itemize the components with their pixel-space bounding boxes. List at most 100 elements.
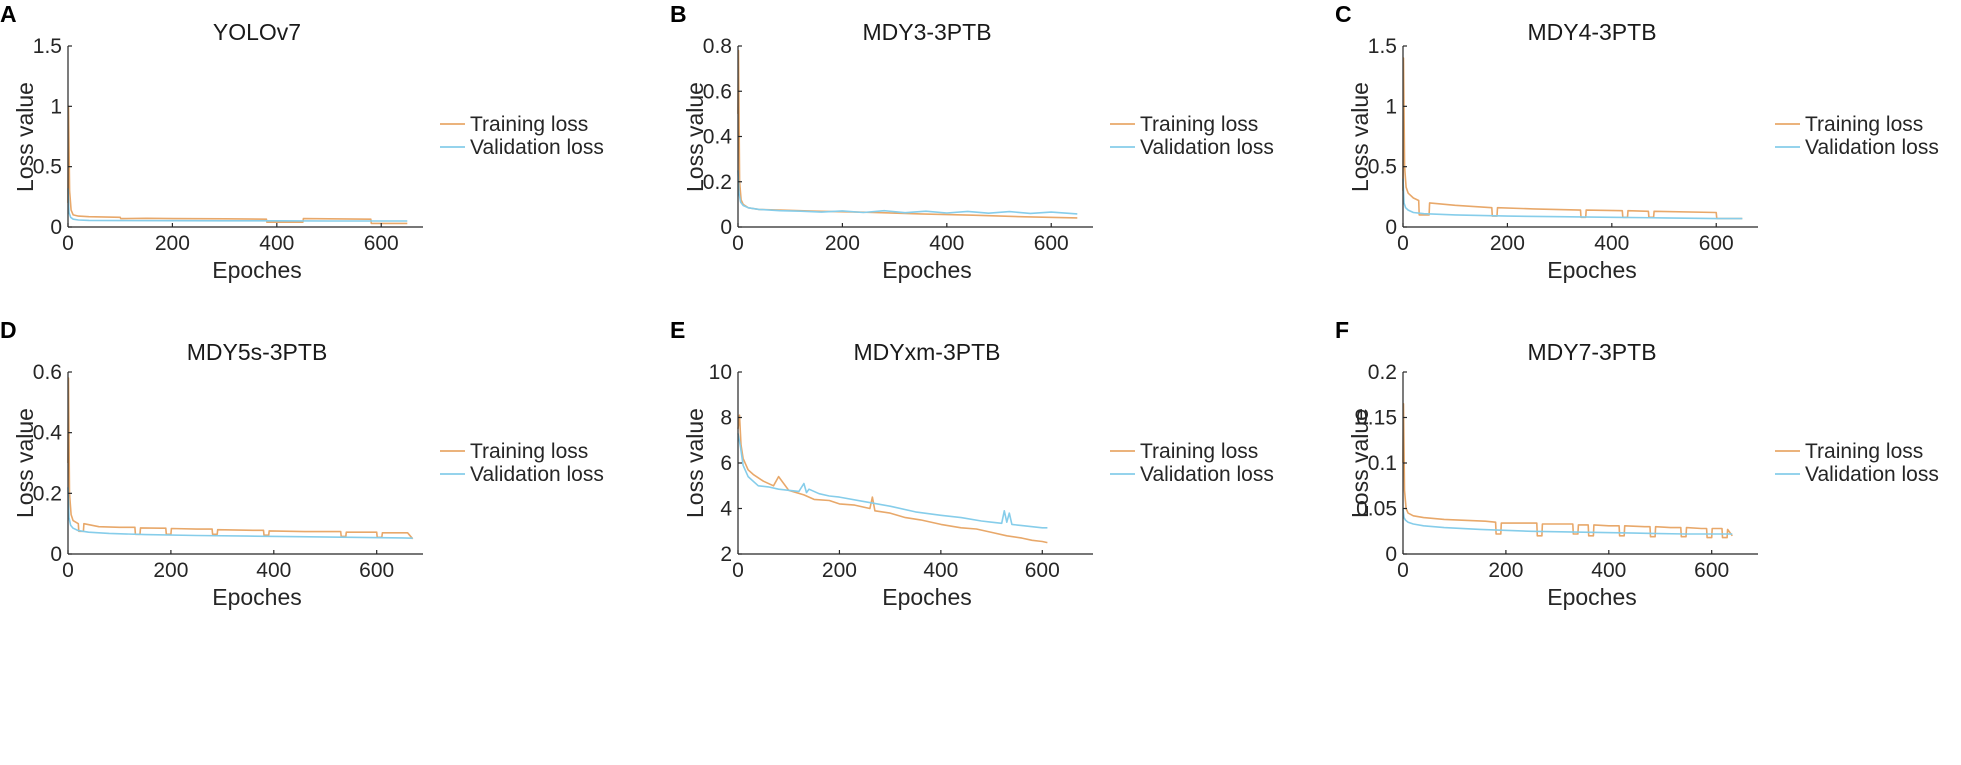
y-tick-label: 0.2 bbox=[33, 482, 62, 505]
plot-area bbox=[1402, 57, 1743, 220]
plot-area bbox=[737, 414, 1048, 544]
y-tick-label: 4 bbox=[720, 498, 732, 521]
y-axis-label: Loss value bbox=[12, 408, 38, 518]
legend-label-training: Training loss bbox=[470, 440, 588, 463]
x-tick-label: 0 bbox=[1397, 559, 1409, 582]
chart-title: MDY7-3PTB bbox=[1527, 339, 1656, 365]
panel-c: C MDY4-3PTB 0 200 400 600 0 0.5 1 1.5 Epoches L… bbox=[1335, 1, 1939, 283]
y-tick-label: 1 bbox=[1385, 95, 1397, 118]
y-tick-label: 1.5 bbox=[1368, 35, 1397, 58]
series-line-validation bbox=[1402, 508, 1733, 535]
y-axis-label: Loss value bbox=[12, 82, 38, 192]
legend-label-training: Training loss bbox=[1140, 113, 1258, 136]
y-tick-label: 0.1 bbox=[1368, 452, 1397, 475]
x-tick-label: 200 bbox=[1488, 559, 1523, 582]
x-tick-label: 0 bbox=[62, 232, 74, 255]
y-tick-label: 1.5 bbox=[33, 35, 62, 58]
legend-label-training: Training loss bbox=[1805, 440, 1923, 463]
x-tick-label: 0 bbox=[732, 559, 744, 582]
y-tick-label: 1 bbox=[50, 95, 62, 118]
legend-label-training: Training loss bbox=[470, 113, 588, 136]
x-tick-label: 0 bbox=[732, 232, 744, 255]
y-tick-label: 0.4 bbox=[33, 422, 63, 445]
plot-area bbox=[737, 49, 1078, 219]
x-axis-label: Epoches bbox=[212, 257, 302, 283]
panel-label: A bbox=[0, 1, 17, 27]
y-tick-label: 0.05 bbox=[1356, 498, 1397, 521]
legend: Training loss Validation loss bbox=[1110, 440, 1274, 486]
x-tick-label: 0 bbox=[1397, 232, 1409, 255]
panel-b: B MDY3-3PTB 0 200 400 600 0 0.2 0.4 0.6 0.8 Epoc… bbox=[670, 1, 1274, 283]
y-tick-label: 0.5 bbox=[1368, 156, 1397, 179]
chart-title: MDYxm-3PTB bbox=[854, 339, 1001, 365]
legend-label-training: Training loss bbox=[1140, 440, 1258, 463]
legend-label-validation: Validation loss bbox=[470, 136, 604, 159]
y-tick-label: 10 bbox=[709, 361, 732, 384]
y-tick-label: 0.2 bbox=[703, 171, 732, 194]
panel-label: D bbox=[0, 317, 17, 343]
panel-label: B bbox=[670, 1, 687, 27]
y-tick-label: 2 bbox=[720, 543, 732, 566]
panel-label: C bbox=[1335, 1, 1352, 27]
series-line-training bbox=[737, 414, 1048, 544]
y-axis-label: Loss value bbox=[1347, 408, 1373, 518]
y-tick-label: 0 bbox=[50, 543, 62, 566]
y-tick-label: 0 bbox=[50, 216, 62, 239]
axes: 0 200 400 600 2 4 6 8 10 bbox=[709, 361, 1093, 582]
x-tick-label: 400 bbox=[1594, 232, 1629, 255]
y-tick-label: 0.2 bbox=[1368, 361, 1397, 384]
y-tick-label: 0.6 bbox=[33, 361, 62, 384]
x-tick-label: 600 bbox=[1694, 559, 1729, 582]
legend: Training loss Validation loss bbox=[440, 113, 604, 159]
legend-label-validation: Validation loss bbox=[1805, 463, 1939, 486]
series-line-validation bbox=[1402, 178, 1743, 220]
y-axis-label: Loss value bbox=[682, 82, 708, 192]
y-tick-label: 0 bbox=[720, 216, 732, 239]
legend: Training loss Validation loss bbox=[440, 440, 604, 486]
chart-title: MDY4-3PTB bbox=[1527, 19, 1656, 45]
x-tick-label: 600 bbox=[359, 559, 394, 582]
y-tick-label: 0.4 bbox=[703, 126, 733, 149]
panel-e: E MDYxm-3PTB 0 200 400 600 2 4 6 8 10 Epoches Lo… bbox=[670, 317, 1274, 610]
y-axis-label: Loss value bbox=[682, 408, 708, 518]
y-axis-label: Loss value bbox=[1347, 82, 1373, 192]
x-axis-label: Epoches bbox=[212, 584, 302, 610]
panel-a: A YOLOv7 0 200 400 600 0 0.5 1 1.5 Epoches Loss… bbox=[0, 1, 604, 283]
axes: 0 200 400 600 0 0.2 0.4 0.6 0.8 bbox=[703, 35, 1093, 255]
legend: Training loss Validation loss bbox=[1775, 440, 1939, 486]
axes: 0 200 400 600 0 0.05 0.1 0.15 0.2 bbox=[1356, 361, 1758, 582]
panel-f: F MDY7-3PTB 0 200 400 600 0 0.05 0.1 0.15 0.2 Ep… bbox=[1335, 317, 1939, 610]
legend-label-validation: Validation loss bbox=[1140, 463, 1274, 486]
x-tick-label: 400 bbox=[1591, 559, 1626, 582]
series-line-validation bbox=[67, 188, 408, 222]
x-tick-label: 600 bbox=[1025, 559, 1060, 582]
axes: 0 200 400 600 0 0.5 1 1.5 bbox=[33, 35, 423, 255]
x-tick-label: 400 bbox=[256, 559, 291, 582]
legend-label-validation: Validation loss bbox=[470, 463, 604, 486]
legend: Training loss Validation loss bbox=[1110, 113, 1274, 159]
series-line-validation bbox=[737, 170, 1078, 215]
y-tick-label: 0.5 bbox=[33, 156, 62, 179]
panel-label: F bbox=[1335, 317, 1349, 343]
chart-title: MDY3-3PTB bbox=[862, 19, 991, 45]
chart-title: YOLOv7 bbox=[213, 19, 301, 45]
x-axis-label: Epoches bbox=[1547, 584, 1637, 610]
series-line-validation bbox=[67, 487, 413, 539]
x-tick-label: 600 bbox=[1034, 232, 1069, 255]
y-tick-label: 6 bbox=[720, 452, 732, 475]
x-tick-label: 400 bbox=[923, 559, 958, 582]
y-tick-label: 0.15 bbox=[1356, 407, 1397, 430]
x-tick-label: 200 bbox=[825, 232, 860, 255]
x-axis-label: Epoches bbox=[882, 584, 972, 610]
x-axis-label: Epoches bbox=[882, 257, 972, 283]
y-tick-label: 8 bbox=[720, 407, 732, 430]
x-tick-label: 200 bbox=[153, 559, 188, 582]
x-tick-label: 600 bbox=[1699, 232, 1734, 255]
x-tick-label: 400 bbox=[929, 232, 964, 255]
chart-title: MDY5s-3PTB bbox=[187, 339, 328, 365]
series-line-training bbox=[67, 105, 408, 225]
y-tick-label: 0 bbox=[1385, 216, 1397, 239]
plot-area bbox=[67, 377, 414, 540]
series-line-training bbox=[1402, 57, 1743, 220]
